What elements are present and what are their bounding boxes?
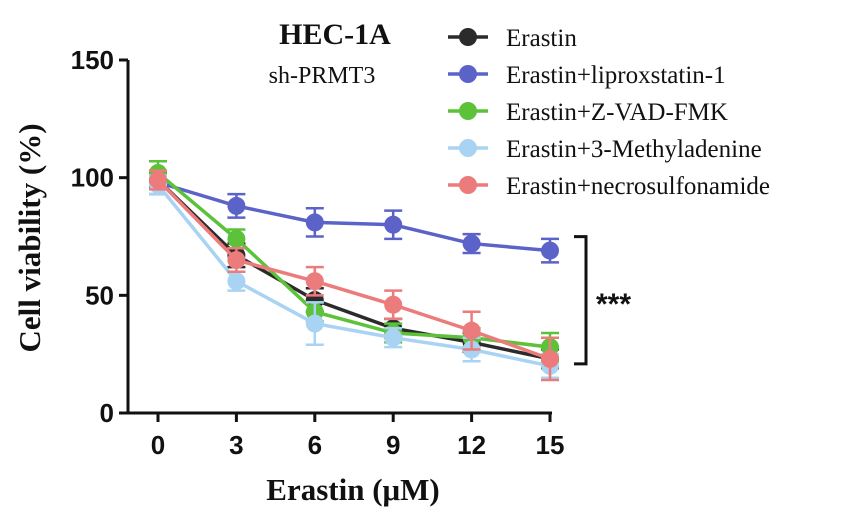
- data-point: [149, 171, 167, 190]
- y-axis-title: Cell viability (%): [12, 123, 47, 352]
- chart-subtitle: sh-PRMT3: [269, 63, 376, 89]
- data-point: [462, 234, 481, 253]
- data-point: [384, 295, 403, 314]
- y-tick-label: 0: [100, 398, 114, 428]
- data-point: [305, 314, 324, 333]
- data-point: [384, 328, 403, 347]
- legend-label: Erastin: [506, 25, 577, 52]
- legend-marker: [459, 102, 477, 120]
- x-tick-label: 12: [457, 430, 486, 460]
- series-line: [156, 178, 551, 361]
- legend-marker: [459, 176, 477, 194]
- legend-item-4: Erastin+necrosulfonamide: [448, 173, 770, 200]
- series-line: [156, 178, 551, 361]
- significance-stars: ***: [596, 288, 631, 321]
- data-point: [227, 251, 246, 270]
- significance-bracket: ***: [574, 235, 631, 366]
- data-point: [227, 272, 246, 291]
- x-tick-label: 0: [151, 430, 165, 460]
- series-layer: [149, 159, 559, 382]
- x-tick-label: 6: [308, 430, 322, 460]
- data-point: [541, 349, 559, 368]
- data-point: [384, 215, 403, 234]
- series-line: [157, 180, 551, 253]
- legend-label: Erastin+Z-VAD-FMK: [506, 99, 728, 126]
- x-tick-label: 3: [229, 430, 243, 460]
- y-tick-label: 100: [71, 163, 114, 193]
- x-tick-label: 9: [386, 430, 400, 460]
- legend-item-1: Erastin+liproxstatin-1: [448, 62, 726, 89]
- legend-item-2: Erastin+Z-VAD-FMK: [448, 99, 728, 126]
- legend: Erastin Erastin+liproxstatin-1 Erastin+Z-V…: [448, 25, 770, 200]
- legend-label: Erastin+liproxstatin-1: [506, 62, 726, 89]
- legend-item-0: Erastin: [448, 25, 577, 52]
- series-4: [149, 169, 559, 382]
- legend-label: Erastin+necrosulfonamide: [506, 173, 770, 200]
- axes: 0 50 100 150 0 3 6 9 12 15: [71, 45, 565, 460]
- x-axis-title: Erastin (μM): [266, 472, 439, 507]
- data-point: [541, 241, 559, 260]
- legend-label: Erastin+3-Methyladenine: [506, 136, 762, 163]
- x-tick-label: 15: [536, 430, 565, 460]
- series-line: [156, 171, 551, 349]
- y-tick-label: 50: [85, 280, 114, 310]
- legend-marker: [459, 65, 477, 83]
- series-line: [156, 183, 551, 368]
- bracket-line: [574, 235, 588, 366]
- legend-item-3: Erastin+3-Methyladenine: [448, 136, 762, 163]
- data-point: [305, 213, 324, 232]
- legend-marker: [459, 139, 477, 157]
- y-tick-label: 150: [71, 45, 114, 75]
- data-point: [305, 272, 324, 291]
- chart-title: HEC-1A: [279, 18, 391, 51]
- data-point: [227, 229, 246, 248]
- data-point: [227, 196, 246, 215]
- data-point: [462, 321, 481, 340]
- legend-marker: [459, 28, 477, 46]
